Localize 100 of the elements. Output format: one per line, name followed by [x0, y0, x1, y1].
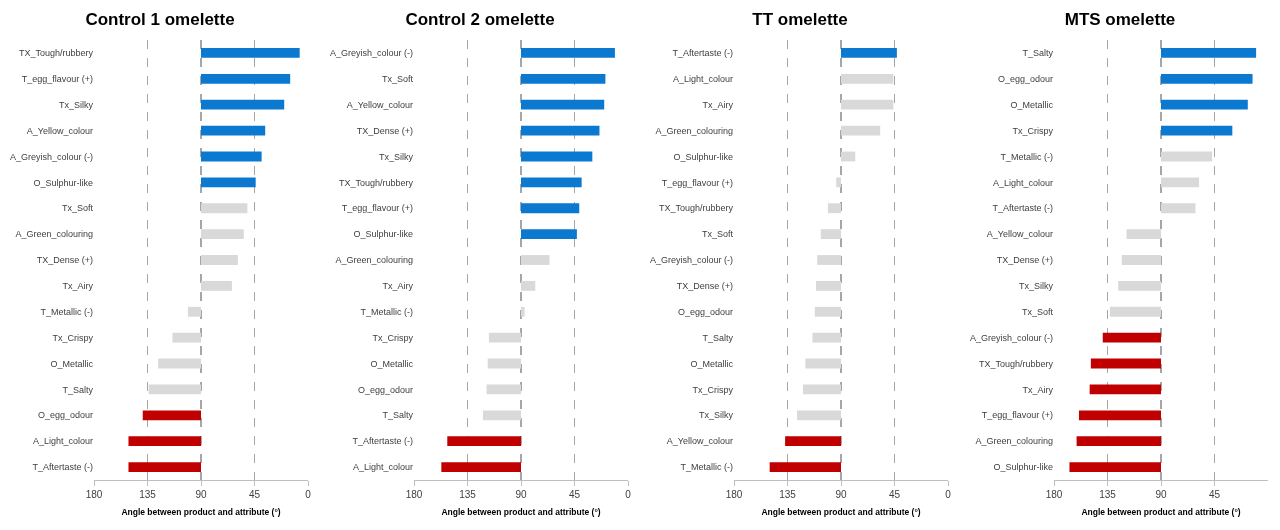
y-tick-label: T_Aftertaste (-) — [992, 203, 1053, 214]
bar — [1161, 99, 1248, 110]
bar — [482, 410, 521, 421]
x-tick-label: 0 — [305, 489, 312, 500]
y-tick-label: T_Salty — [62, 384, 94, 395]
y-tick-label: O_Metallic — [690, 358, 734, 369]
y-tick-label: Tx_Soft — [1021, 306, 1054, 317]
bar — [521, 73, 606, 84]
x-tick-label: 0 — [945, 489, 952, 500]
bar — [841, 125, 881, 136]
bar — [841, 73, 894, 84]
y-tick-label: T_egg_flavour (+) — [661, 177, 733, 188]
bar — [1109, 306, 1161, 317]
bar — [1078, 410, 1161, 421]
bar — [812, 332, 841, 343]
bar — [1090, 358, 1161, 369]
y-tick-label: A_Greyish_colour (-) — [649, 255, 733, 266]
bar — [128, 462, 201, 472]
x-tick-label: 180 — [85, 489, 103, 500]
bar — [128, 436, 201, 447]
bar — [201, 48, 300, 58]
x-tick-label: 135 — [1099, 489, 1117, 500]
y-tick-label: TX_Tough/rubbery — [978, 358, 1054, 369]
y-tick-label: T_Metallic (-) — [1000, 151, 1053, 162]
bar — [841, 151, 856, 162]
y-tick-label: A_Green_colouring — [655, 125, 733, 136]
bar — [816, 280, 841, 291]
bar — [201, 203, 248, 214]
y-tick-label: Tx_Crispy — [692, 384, 734, 395]
bar — [1102, 332, 1161, 343]
y-tick-label: T_Metallic (-) — [40, 306, 93, 317]
bar — [521, 306, 525, 317]
y-tick-label: T_Salty — [702, 332, 734, 343]
bar — [1069, 462, 1161, 472]
y-tick-label: A_Light_colour — [352, 462, 413, 473]
x-tick-label: 135 — [139, 489, 157, 500]
bar — [521, 125, 600, 136]
bar — [441, 462, 521, 472]
y-tick-label: O_Metallic — [50, 358, 94, 369]
y-tick-label: Tx_Silky — [378, 151, 414, 162]
bar — [1118, 280, 1161, 291]
y-tick-label: Tx_Silky — [1018, 281, 1054, 292]
y-tick-label: Tx_Soft — [381, 73, 414, 84]
bar — [521, 151, 593, 162]
bar — [488, 332, 521, 343]
bar — [521, 255, 550, 265]
bar — [1126, 229, 1161, 240]
x-tick-label: 0 — [625, 489, 632, 500]
bar — [827, 203, 841, 214]
bar — [201, 280, 232, 291]
bar — [486, 384, 521, 395]
bar — [1161, 177, 1200, 188]
y-tick-label: O_egg_odour — [997, 73, 1053, 84]
bar — [1161, 203, 1196, 214]
bar — [187, 306, 201, 317]
bar — [797, 410, 841, 421]
y-tick-label: TX_Tough/rubbery — [658, 203, 734, 214]
bar — [201, 99, 285, 110]
y-tick-label: T_Metallic (-) — [680, 462, 733, 473]
y-tick-label: Tx_Crispy — [372, 332, 414, 343]
bar — [769, 462, 841, 472]
bar — [201, 151, 262, 162]
bar — [148, 384, 201, 395]
y-tick-label: O_Sulphur-like — [353, 229, 413, 240]
y-tick-label: Tx_Silky — [58, 99, 94, 110]
x-tick-label: 45 — [1208, 489, 1221, 500]
x-tick-label: 90 — [195, 489, 207, 500]
y-tick-label: Tx_Soft — [701, 229, 734, 240]
y-tick-label: T_egg_flavour (+) — [981, 410, 1053, 421]
y-tick-label: Tx_Soft — [61, 203, 94, 214]
bar — [521, 203, 580, 214]
x-axis-title: Angle between product and attribute (°) — [121, 507, 281, 518]
bar — [487, 358, 521, 369]
y-tick-label: A_Light_colour — [672, 73, 733, 84]
bar — [201, 177, 256, 188]
bar — [1121, 255, 1161, 265]
y-tick-label: A_Light_colour — [992, 177, 1053, 188]
y-tick-label: A_Green_colouring — [15, 229, 93, 240]
y-tick-label: Tx_Silky — [698, 410, 734, 421]
bar — [201, 125, 266, 136]
bar — [1076, 436, 1161, 447]
x-tick-label: 90 — [1155, 489, 1167, 500]
y-tick-label: Tx_Airy — [1022, 384, 1054, 395]
x-tick-label: 90 — [835, 489, 847, 500]
y-tick-label: A_Green_colouring — [975, 436, 1053, 447]
x-tick-label: 45 — [248, 489, 261, 500]
bar — [521, 177, 582, 188]
bar — [142, 410, 201, 421]
y-tick-label: O_Sulphur-like — [673, 151, 733, 162]
chart-title: TT omelette — [752, 10, 848, 30]
y-tick-label: TX_Dense (+) — [996, 255, 1053, 266]
y-tick-label: A_Yellow_colour — [26, 125, 93, 136]
y-tick-label: A_Yellow_colour — [986, 229, 1053, 240]
bar — [820, 229, 841, 240]
bar — [521, 280, 536, 291]
y-tick-label: O_egg_odour — [37, 410, 93, 421]
y-tick-label: TX_Tough/rubbery — [18, 48, 94, 59]
x-tick-label: 45 — [568, 489, 581, 500]
bar — [201, 73, 291, 84]
bar — [1161, 73, 1253, 84]
